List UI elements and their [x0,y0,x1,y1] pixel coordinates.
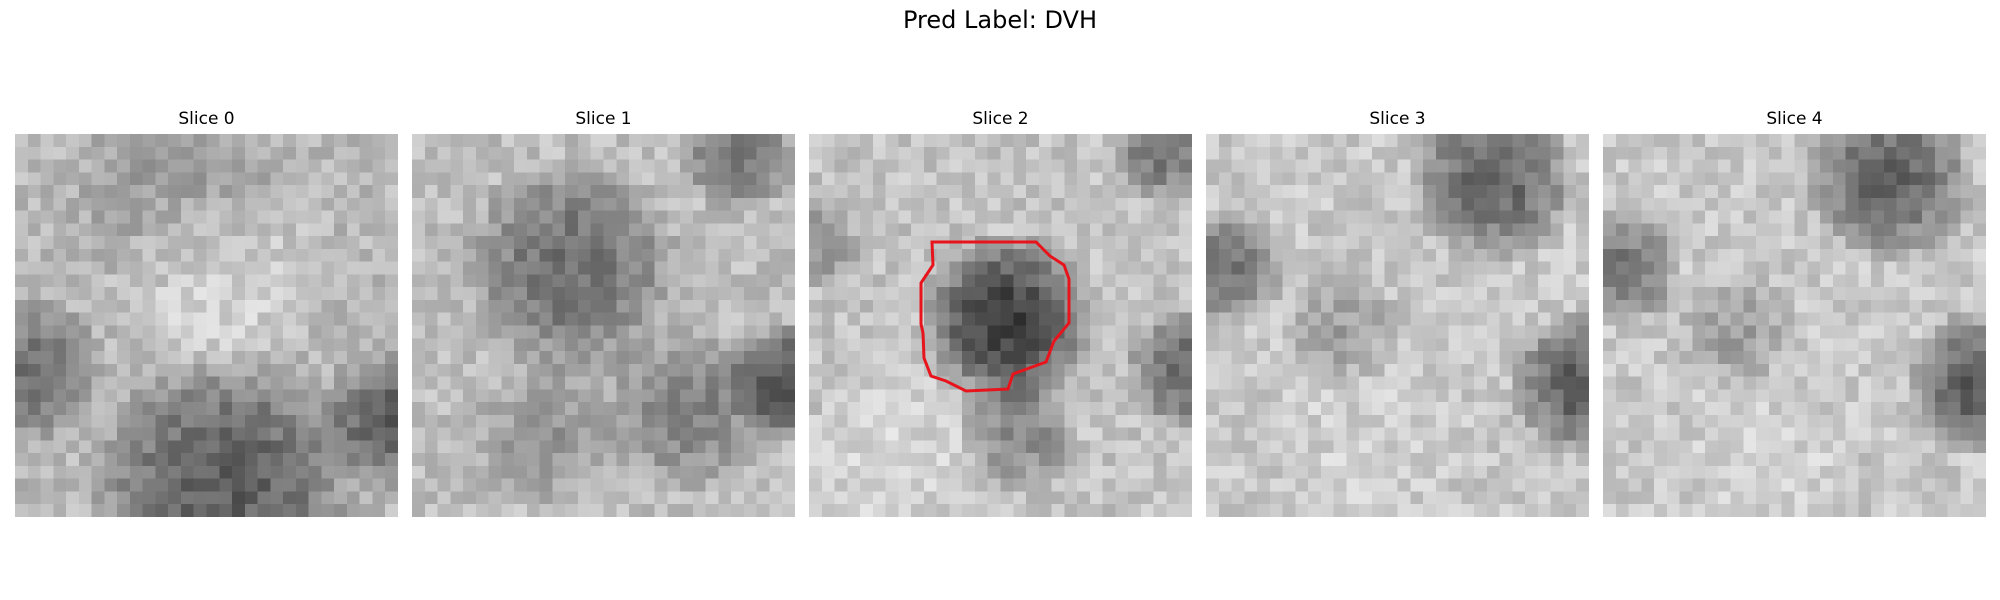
slice-panel-3: Slice 3 [1206,108,1589,517]
lesion-contour [919,240,1071,393]
figure-title: Pred Label: DVH [902,6,1097,34]
slice-title: Slice 0 [178,109,235,129]
slice-image [809,134,1192,517]
slice-image [1206,134,1589,517]
lesion-contour-overlay [919,240,1071,393]
slice-image [1603,134,1986,517]
slice-image [412,134,795,517]
slice-panel-1: Slice 1 [412,108,795,517]
slice-title: Slice 1 [575,109,632,129]
slice-title: Slice 4 [1766,109,1823,129]
slice-title: Slice 3 [1369,109,1426,129]
slice-panel-2: Slice 2 [809,108,1192,517]
slice-title: Slice 2 [972,109,1029,129]
slice-panel-4: Slice 4 [1603,108,1986,517]
slice-image [15,134,398,517]
slice-panel-0: Slice 0 [15,108,398,517]
